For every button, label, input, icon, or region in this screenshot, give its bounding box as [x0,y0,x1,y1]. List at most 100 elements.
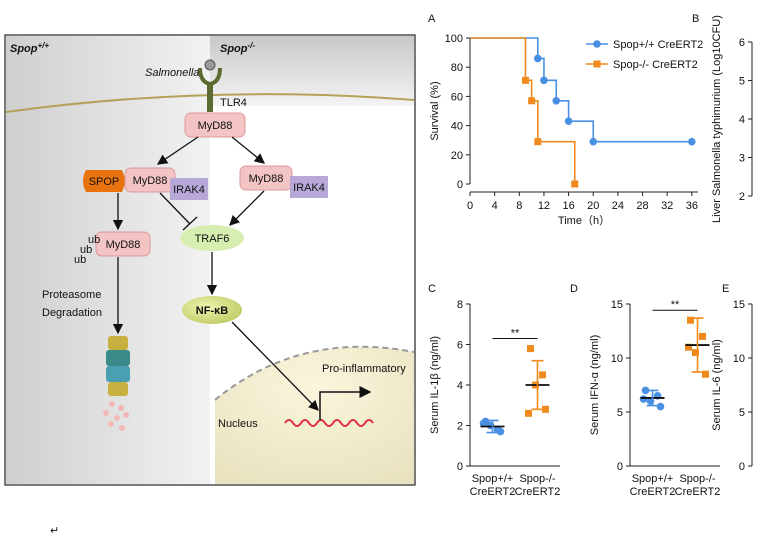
genotype-label: Spop+/+ [10,41,49,55]
y-tick-label: 15 [611,299,623,311]
y-tick-label: 2 [739,191,745,203]
process-label: Proteasome [42,289,101,301]
y-tick-label: 60 [451,91,463,103]
data-point [571,180,579,188]
paragraph-mark: ↵ [50,525,59,537]
y-tick-label: 80 [451,62,463,74]
panel-letter: E [722,283,729,295]
y-tick-label: 0 [739,461,745,473]
data-point [528,97,536,105]
proteasome-icon [106,336,130,396]
y-tick-label: 5 [617,407,623,419]
significance-label: ** [671,299,680,311]
x-tick-label: 24 [612,200,624,212]
x-tick-label: 12 [538,200,550,212]
x-tick-label: CreERT2 [515,486,561,498]
x-tick-label: Spop-/- [679,473,715,485]
y-tick-label: 6 [739,37,745,49]
data-point [521,76,529,84]
node-label: TRAF6 [195,233,230,245]
y-axis-label: Survival (%) [429,81,441,140]
data-point [702,370,709,378]
ub-label: ub [80,244,92,256]
node-label: MyD88 [198,120,233,132]
survival-line [470,37,576,184]
y-tick-label: 10 [611,353,623,365]
data-point [539,371,546,379]
y-tick-label: 4 [457,380,463,392]
x-tick-label: Spop-/- [519,473,555,485]
data-point [552,96,561,105]
x-tick-label: 28 [636,200,648,212]
y-tick-label: 40 [451,121,463,133]
y-axis-label: Liver Salmonella typhimurium (Log10CFU) [711,15,723,223]
x-tick-label: 8 [516,200,522,212]
data-point [639,395,648,403]
significance-label: ** [511,328,520,340]
data-point [540,76,548,85]
y-tick-label: 15 [733,299,745,311]
y-tick-label: 0 [617,461,623,473]
y-tick-label: 5 [739,407,745,419]
data-point [564,117,573,126]
process-label: Degradation [42,307,102,319]
y-axis-label: Serum IL-6 (ng/ml) [711,339,723,431]
node-label: IRAK4 [293,182,325,194]
y-axis-label: Serum IL-1β (ng/ml) [429,336,441,434]
pathway-diagram: Spop+/+ Spop-/- Salmonella TLR4 MyD88 SP… [4,34,416,486]
y-tick-label: 4 [739,114,745,126]
data-point [685,343,692,351]
legend-marker [593,60,601,68]
error-bar [691,317,704,373]
x-tick-label: Spop+/+ [472,473,514,485]
data-point [641,386,650,395]
y-tick-label: 20 [451,150,463,162]
ub-label: ub [74,254,86,266]
data-point [589,137,598,146]
panel-letter: A [428,13,436,25]
y-tick-label: 0 [457,179,463,191]
x-tick-label: CreERT2 [470,486,516,498]
error-bar [531,359,544,411]
survival-line [470,37,692,143]
x-tick-label: CreERT2 [630,486,676,498]
data-point [525,409,532,417]
x-axis-label: Time（h） [558,214,610,227]
y-tick-label: 3 [739,153,745,165]
legend-label: Spop-/- CreERT2 [613,59,698,71]
y-tick-label: 6 [457,340,463,352]
error-bar [486,419,499,434]
legend-marker [593,40,601,48]
x-tick-label: 32 [661,200,673,212]
data-point [692,349,699,357]
y-tick-label: 0 [457,461,463,473]
gene-label: Pro-inflammatory [322,363,406,375]
error-bar [646,389,659,407]
data-point [533,54,542,63]
pathogen-label: Salmonella [145,67,199,79]
y-tick-label: 5 [739,76,745,88]
panel-letter: B [692,13,699,25]
ub-label: ub [88,234,100,246]
node-label: MyD88 [106,239,141,251]
panel-letter: C [428,283,436,295]
panel-letter: D [570,283,578,295]
data-point [479,419,488,428]
x-tick-label: 36 [686,200,698,212]
data-point [542,405,549,413]
node-label: SPOP [89,176,120,188]
node-label: MyD88 [133,175,168,187]
data-point [688,137,696,146]
y-tick-label: 10 [733,353,745,365]
y-tick-label: 100 [445,33,463,45]
x-tick-label: CreERT2 [675,486,721,498]
y-tick-label: 8 [457,299,463,311]
data-point [534,138,542,146]
x-tick-label: 20 [587,200,599,212]
x-tick-label: 16 [562,200,574,212]
node-label: NF-κB [196,305,228,317]
legend-label: Spop+/+ CreERT2 [613,39,703,51]
x-tick-label: 4 [492,200,498,212]
genotype-label: Spop-/- [220,41,255,55]
